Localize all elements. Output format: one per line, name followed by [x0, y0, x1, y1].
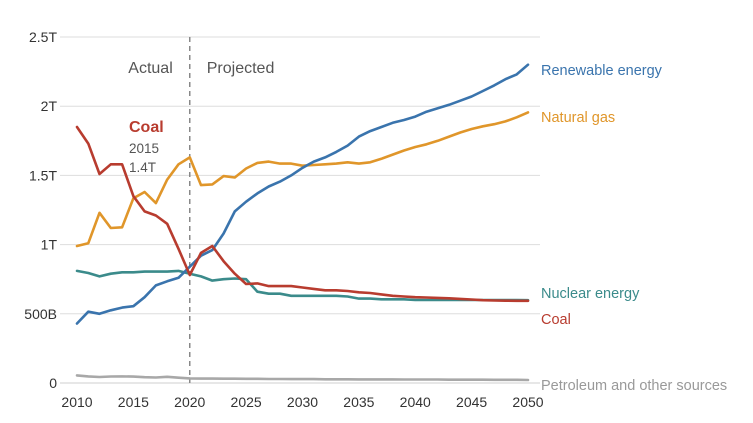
y-tick-label: 500B	[24, 306, 57, 322]
x-tick-label: 2020	[174, 394, 205, 410]
series-label-petroleum-and-other-sources: Petroleum and other sources	[541, 378, 727, 394]
series-label-nuclear-energy: Nuclear energy	[541, 286, 640, 302]
grid-layer	[60, 36, 540, 384]
y-axis-ticks: 0 500B 1T 1.5T 2T 2.5T	[24, 29, 57, 391]
series-line-natural-gas	[75, 111, 530, 248]
x-tick-label: 2045	[456, 394, 487, 410]
x-axis-ticks: 2010 2015 2020 2025 2030 2035 2040 2045 2050	[61, 394, 543, 410]
series-line-renewable-energy	[75, 63, 530, 325]
x-tick-label: 2040	[400, 394, 431, 410]
x-tick-label: 2035	[343, 394, 374, 410]
series-labels: Renewable energy Natural gas Nuclear energ…	[541, 63, 727, 394]
actual-label: Actual	[128, 60, 172, 77]
x-tick-label: 2010	[61, 394, 92, 410]
y-tick-label: 1T	[41, 237, 58, 253]
series-line-coal	[75, 125, 530, 303]
callout-year: 2015	[129, 141, 159, 156]
series-label-renewable-energy: Renewable energy	[541, 63, 663, 79]
series-label-coal: Coal	[541, 312, 571, 328]
projected-label: Projected	[207, 60, 275, 77]
callout-value: 1.4T	[129, 160, 156, 175]
x-tick-label: 2050	[512, 394, 543, 410]
y-tick-label: 2T	[41, 98, 58, 114]
series-label-natural-gas: Natural gas	[541, 110, 615, 126]
series-line-nuclear-energy	[75, 269, 530, 302]
y-tick-label: 0	[49, 375, 57, 391]
series-layer	[75, 63, 530, 382]
y-tick-label: 1.5T	[29, 167, 57, 183]
x-tick-label: 2030	[287, 394, 318, 410]
x-tick-label: 2025	[231, 394, 262, 410]
coal-callout: Coal 2015 1.4T	[129, 119, 164, 175]
x-tick-label: 2015	[118, 394, 149, 410]
callout-title: Coal	[129, 119, 164, 136]
actual-projected-divider: Actual Projected	[128, 37, 274, 383]
series-line-petroleum-and-other-sources	[75, 374, 530, 382]
y-tick-label: 2.5T	[29, 29, 57, 45]
